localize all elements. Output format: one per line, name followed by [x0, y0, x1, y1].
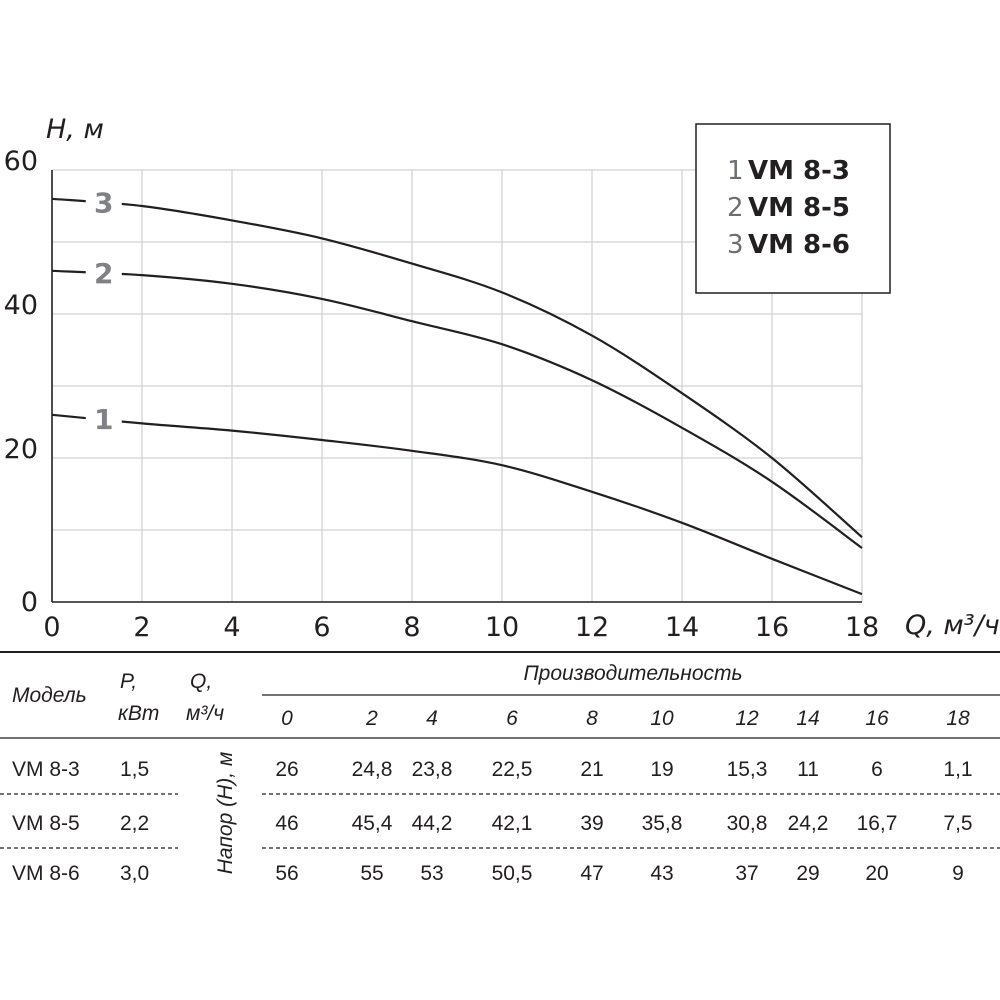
table-header-model: Модель: [12, 684, 87, 707]
table-cell-head: 53: [420, 862, 443, 885]
table-header-flow-unit: м³/ч: [186, 702, 224, 725]
x-tick-label: 10: [485, 612, 519, 643]
legend-entry: VM 8-6: [748, 230, 850, 260]
curve-labels: 1 2 3: [85, 186, 122, 436]
table-cell-head: 47: [580, 862, 603, 885]
x-tick-label: 16: [755, 612, 789, 643]
table-cell-head: 35,8: [642, 812, 683, 835]
table-cell-head: 37: [735, 862, 758, 885]
table-cell-head: 55: [360, 862, 383, 885]
table-cell-power: 2,2: [120, 812, 149, 835]
table-cell-head: 29: [796, 862, 819, 885]
table-cell-head: 11: [797, 758, 819, 781]
table-flow-value: 0: [281, 707, 293, 730]
table-flow-value: 6: [506, 707, 518, 730]
curve-label-gap: [85, 403, 122, 436]
table-cell-model: VM 8-5: [12, 812, 80, 835]
table-rows: VM 8-3 1,5 26 24,8 23,8 22,5 21 19 15,3 11 6 1,1VM …: [0, 758, 1000, 885]
table-cell-head: 1,1: [943, 758, 972, 781]
series-curves: [51, 197, 863, 596]
table-flow-values: 0 2 4 6 8 10 12 14 16 18: [281, 707, 970, 730]
table-flow-value: 14: [796, 707, 819, 730]
table-cell-head: 9: [952, 862, 964, 885]
y-tick-label: 0: [21, 587, 38, 618]
curve-label-3: 3: [94, 186, 113, 219]
x-tick-label: 14: [665, 612, 699, 643]
table-flow-value: 18: [946, 707, 970, 730]
x-tick-label: 12: [575, 612, 609, 643]
table-cell-head: 24,8: [352, 758, 393, 781]
table-flow-value: 16: [865, 707, 889, 730]
table-cell-model: VM 8-6: [12, 862, 80, 885]
table-head-label: Напор (Н), м: [214, 752, 237, 875]
y-tick-label: 20: [4, 434, 38, 465]
table-cell-power: 3,0: [120, 862, 149, 885]
table-row: VM 8-3 1,5 26 24,8 23,8 22,5 21 19 15,3 11 6 1,1: [0, 758, 1000, 795]
table-cell-head: 45,4: [352, 812, 393, 835]
curve-label-1: 1: [94, 403, 113, 436]
table-header-power-symbol: P,: [120, 670, 137, 693]
table-cell-head: 6: [871, 758, 883, 781]
x-tick-label: 6: [313, 612, 330, 643]
curve-label-gap: [85, 186, 122, 219]
x-tick-label: 8: [403, 612, 420, 643]
table-cell-head: 46: [275, 812, 298, 835]
legend-box: [695, 123, 891, 294]
axis-titles: H, м Q, м³/ч: [46, 114, 1000, 641]
x-axis-title: Q, м³/ч: [905, 610, 1000, 641]
legend-marker: 1: [727, 156, 744, 186]
table-row: VM 8-6 3,0 56 55 53 50,5 47 43 37 29 20 9: [12, 862, 964, 885]
x-tick-label: 4: [223, 612, 240, 643]
table-flow-value: 10: [650, 707, 674, 730]
curve-label-2: 2: [94, 257, 113, 290]
legend-entry: VM 8-3: [748, 156, 850, 186]
table-cell-head: 26: [275, 758, 298, 781]
table-cell-head: 30,8: [727, 812, 768, 835]
table-cell-head: 39: [580, 812, 603, 835]
legend-entry: VM 8-5: [748, 193, 850, 223]
table-cell-head: 21: [580, 758, 603, 781]
table-cell-head: 20: [865, 862, 888, 885]
table-cell-head: 56: [275, 862, 298, 885]
y-axis-title: H, м: [46, 114, 104, 145]
table-cell-model: VM 8-3: [12, 758, 80, 781]
series-curve-3: [51, 197, 863, 539]
legend-marker: 2: [727, 193, 744, 223]
legend-marker: 3: [727, 230, 744, 260]
x-tick-label: 0: [43, 612, 60, 643]
y-tick-label: 60: [4, 146, 38, 177]
table-flow-value: 2: [365, 707, 378, 730]
table-cell-head: 44,2: [412, 812, 453, 835]
table-header-performance: Производительность: [523, 662, 742, 685]
table-cell-head: 15,3: [727, 758, 768, 781]
table-row: VM 8-5 2,2 46 45,4 44,2 42,1 39 35,8 30,8 24,2 16,…: [0, 812, 1000, 849]
table-cell-head: 19: [650, 758, 673, 781]
table-cell-head: 43: [650, 862, 673, 885]
curve-label-gap: [85, 256, 122, 289]
table-cell-head: 23,8: [412, 758, 453, 781]
legend: 1 VM 8-32 VM 8-53 VM 8-6: [695, 123, 891, 294]
table-cell-head: 22,5: [492, 758, 533, 781]
series-curve-2: [51, 269, 863, 549]
y-tick-label: 40: [4, 290, 38, 321]
axes: [51, 170, 862, 603]
series-curve-1: [51, 413, 863, 596]
table-flow-value: 8: [586, 707, 598, 730]
x-tick-label: 18: [845, 612, 879, 643]
table-flow-value: 4: [426, 707, 438, 730]
table-header-power-unit: кВт: [118, 702, 159, 725]
x-tick-label: 2: [133, 612, 150, 643]
table-header-flow-symbol: Q,: [190, 670, 212, 693]
data-table: Модель P, кВт Q, м³/ч Производительность…: [0, 651, 1000, 885]
table-flow-value: 12: [735, 707, 759, 730]
table-cell-head: 16,7: [857, 812, 898, 835]
table-cell-head: 50,5: [492, 862, 533, 885]
table-cell-head: 42,1: [492, 812, 533, 835]
table-cell-head: 7,5: [943, 812, 972, 835]
table-cell-head: 24,2: [788, 812, 829, 835]
table-cell-power: 1,5: [120, 758, 149, 781]
